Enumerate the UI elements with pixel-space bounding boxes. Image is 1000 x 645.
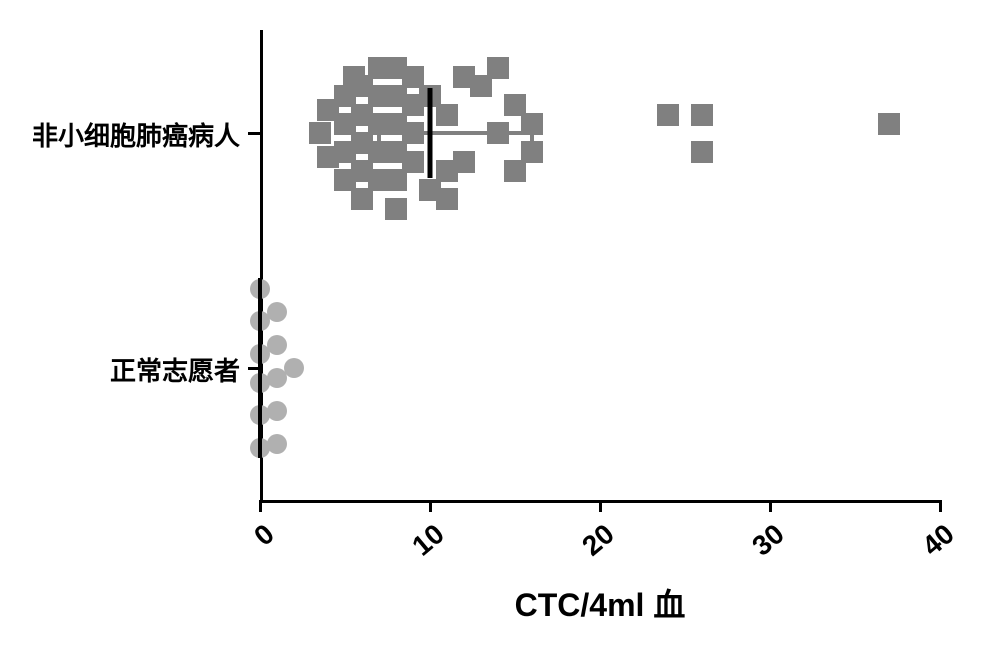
data-point [470, 75, 492, 97]
whisker-line [379, 131, 532, 135]
data-point [267, 302, 287, 322]
x-tick-label: 30 [739, 518, 790, 568]
data-point [504, 160, 526, 182]
plot-area [260, 30, 940, 500]
data-point [385, 198, 407, 220]
data-point [309, 122, 331, 144]
x-axis-title: CTC/4ml 血 [450, 580, 750, 626]
data-point [267, 335, 287, 355]
x-tick-label: 0 [229, 518, 280, 568]
x-tick-label: 10 [399, 518, 450, 568]
x-tick [429, 500, 432, 512]
y-category-label-nsclc: 非小细胞肺癌病人 [0, 116, 240, 153]
x-tick-label: 20 [569, 518, 620, 568]
whisker-cap [377, 115, 381, 151]
data-point [267, 434, 287, 454]
data-point [385, 169, 407, 191]
data-point [267, 401, 287, 421]
median-bar [428, 88, 433, 178]
data-point [284, 358, 304, 378]
data-point [487, 57, 509, 79]
data-point [878, 113, 900, 135]
ctc-scatter-chart: 0 10 20 30 40 正常志愿者 非小细胞肺癌病人 CTC/4ml 血 [0, 0, 1000, 645]
data-point [657, 104, 679, 126]
y-category-label-normal: 正常志愿者 [0, 351, 240, 388]
y-tick [248, 132, 260, 135]
x-tick [939, 500, 942, 512]
x-tick [259, 500, 262, 512]
data-point [691, 104, 713, 126]
x-tick [599, 500, 602, 512]
data-point [691, 141, 713, 163]
data-point [453, 151, 475, 173]
x-tick-label: 40 [909, 518, 960, 568]
data-point [436, 104, 458, 126]
x-tick [769, 500, 772, 512]
data-point [436, 188, 458, 210]
median-bar [258, 278, 262, 458]
data-point [351, 188, 373, 210]
whisker-cap [530, 115, 534, 151]
data-point [402, 151, 424, 173]
